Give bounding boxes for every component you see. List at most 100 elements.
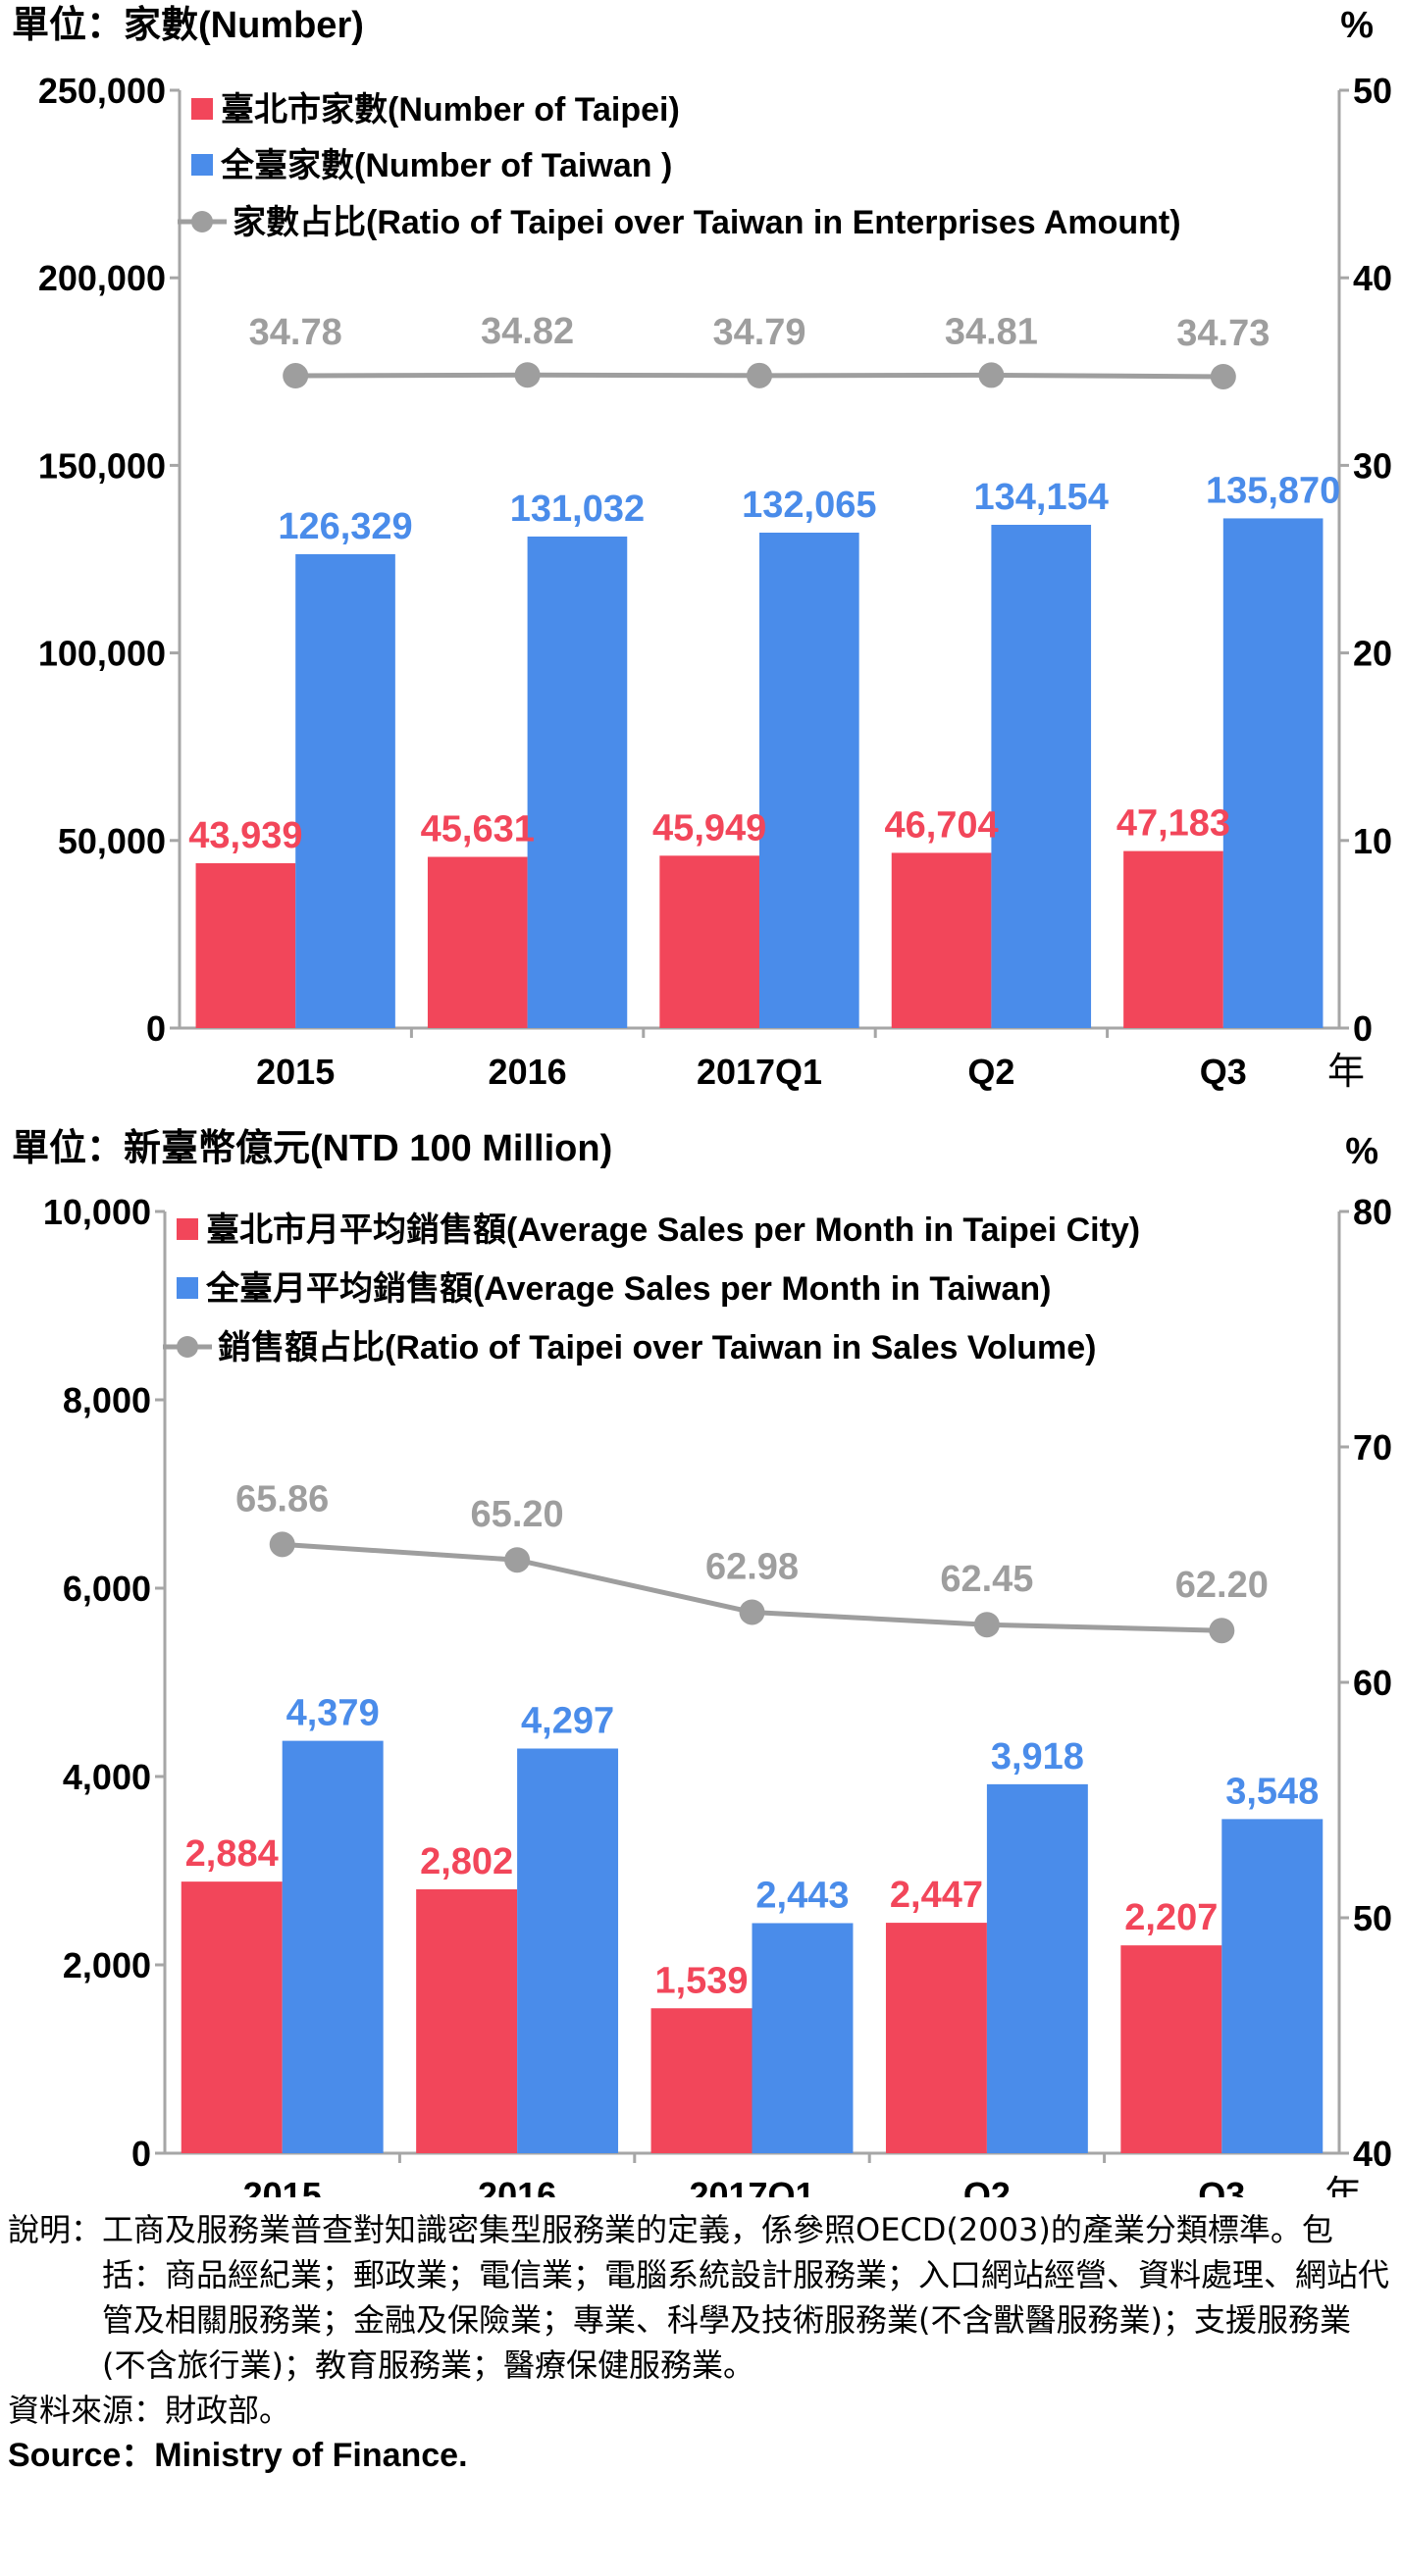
bar-taipei (1120, 1945, 1222, 2153)
y-tick-label: 2,000 (63, 1945, 151, 1985)
ratio-point (269, 1531, 295, 1558)
category-label: 2016 (489, 1052, 567, 1092)
category-label: 2017Q1 (689, 2175, 814, 2197)
y2-tick-label: 20 (1353, 634, 1392, 674)
bar-taiwan (517, 1748, 619, 2153)
bar-taipei (891, 852, 992, 1028)
year-label: 年 (1324, 2173, 1362, 2197)
legend-swatch-taipei (191, 98, 213, 120)
bar-taipei (650, 2008, 753, 2153)
y-tick-label: 50,000 (58, 821, 166, 861)
bar-taiwan-value-label: 4,297 (521, 1700, 614, 1741)
bar-taipei-value-label: 45,631 (421, 809, 535, 850)
bar-taipei (1123, 850, 1223, 1028)
right-unit-label: % (1345, 1131, 1378, 1172)
right-unit-label: % (1340, 5, 1374, 46)
ratio-value-label: 65.20 (471, 1494, 564, 1535)
category-label: 2015 (243, 2175, 322, 2197)
source-zh: 資料來源：財政部。 (8, 2392, 291, 2429)
ratio-value-label: 34.81 (945, 311, 1038, 352)
legend-label: 臺北市月平均銷售額(Average Sales per Month in Tai… (206, 1211, 1140, 1249)
bar-taiwan-value-label: 4,379 (286, 1693, 380, 1734)
y2-tick-label: 80 (1353, 1192, 1392, 1232)
category-label: Q2 (963, 2175, 1011, 2197)
y-tick-label: 150,000 (38, 445, 166, 486)
ratio-point (1210, 363, 1236, 389)
category-label: Q3 (1200, 1052, 1247, 1092)
ratio-value-label: 62.98 (705, 1546, 799, 1587)
legend-label: 全臺家數(Number of Taiwan ) (220, 146, 672, 184)
sales-volume-chart: 單位：新臺幣億元(NTD 100 Million) % 0 2,000 4,000 6,0… (12, 1128, 1392, 2197)
bar-taipei-value-label: 2,207 (1124, 1897, 1218, 1938)
legend-label: 家數占比(Ratio of Taipei over Taiwan in Ente… (233, 204, 1181, 241)
y2-tick-label: 40 (1353, 2134, 1392, 2174)
bar-taipei (659, 855, 759, 1028)
bar-taiwan (295, 553, 395, 1028)
bar-taiwan-value-label: 131,032 (510, 489, 645, 530)
y2-tick-label: 70 (1353, 1427, 1392, 1468)
bar-taiwan (986, 1783, 1088, 2153)
ratio-point (978, 362, 1005, 388)
bar-taiwan (1222, 518, 1324, 1028)
bar-taipei (885, 1923, 987, 2153)
bar-taipei-value-label: 45,949 (652, 807, 766, 849)
y2-tick-label: 10 (1353, 821, 1392, 861)
ratio-point (283, 363, 309, 389)
legend-swatch-taiwan (177, 1277, 198, 1299)
ratio-value-label: 34.78 (249, 312, 342, 353)
ratio-point (504, 1547, 531, 1573)
bar-taipei (181, 1881, 283, 2153)
y-tick-label: 10,000 (43, 1192, 151, 1232)
bar-taiwan (282, 1740, 384, 2153)
year-label: 年 (1327, 1050, 1365, 1093)
bar-taipei-value-label: 2,884 (185, 1833, 279, 1875)
y-tick-label: 0 (146, 1008, 166, 1049)
bar-taiwan-value-label: 134,154 (974, 477, 1109, 518)
y2-tick-label: 30 (1353, 445, 1392, 486)
ratio-value-label: 62.45 (940, 1559, 1033, 1600)
note-label: 說明： (8, 2211, 103, 2248)
category-label: 2015 (256, 1052, 335, 1092)
ratio-point (514, 362, 541, 388)
category-label: Q2 (967, 1052, 1014, 1092)
bar-taiwan-value-label: 3,548 (1225, 1771, 1319, 1812)
ratio-value-label: 62.20 (1175, 1565, 1269, 1606)
y-tick-label: 200,000 (38, 258, 166, 298)
y-tick-label: 0 (131, 2134, 151, 2174)
enterprise-count-chart: 單位：家數(Number) % 0 50,000 100,000 150,000 200,0… (12, 5, 1392, 1093)
bar-taipei-value-label: 46,704 (884, 804, 998, 846)
ratio-point (739, 1599, 765, 1625)
unit-label: 單位：新臺幣億元(NTD 100 Million) (12, 1128, 612, 1169)
legend-label: 銷售額占比(Ratio of Taipei over Taiwan in Sal… (218, 1328, 1096, 1366)
ratio-point (1209, 1618, 1235, 1644)
y2-tick-label: 60 (1353, 1663, 1392, 1703)
bar-taipei-value-label: 2,447 (890, 1875, 983, 1916)
y2-tick-label: 50 (1353, 71, 1392, 111)
bar-taipei-value-label: 1,539 (654, 1960, 748, 2001)
bar-taiwan-value-label: 132,065 (742, 485, 876, 526)
bar-taiwan (752, 1923, 854, 2153)
bar-taiwan-value-label: 135,870 (1206, 470, 1340, 511)
legend-swatch-taipei (177, 1218, 198, 1240)
y2-tick-label: 50 (1353, 1898, 1392, 1938)
ratio-point (973, 1612, 1000, 1638)
ratio-point (747, 362, 772, 388)
legend-swatch-taiwan (191, 154, 213, 176)
ratio-value-label: 34.79 (712, 312, 805, 353)
bar-taiwan (1221, 1819, 1324, 2153)
bar-taiwan (527, 536, 628, 1028)
bar-taipei-value-label: 43,939 (188, 815, 302, 856)
y-tick-label: 4,000 (63, 1757, 151, 1797)
bar-taipei (416, 1889, 518, 2153)
y-tick-label: 8,000 (63, 1380, 151, 1420)
y-tick-label: 6,000 (63, 1569, 151, 1609)
y-tick-label: 250,000 (38, 71, 166, 111)
bar-taipei (195, 862, 296, 1028)
y-tick-label: 100,000 (38, 634, 166, 674)
unit-label: 單位：家數(Number) (12, 5, 364, 46)
legend-label: 臺北市家數(Number of Taipei) (221, 90, 680, 129)
notes-section: 說明： 工商及服務業普查對知識密集型服務業的定義，係參照OECD(2003)的產… (8, 2207, 1391, 2478)
category-label: 2016 (478, 2175, 556, 2197)
bar-taiwan-value-label: 2,443 (755, 1875, 849, 1916)
y2-tick-label: 40 (1353, 258, 1392, 298)
